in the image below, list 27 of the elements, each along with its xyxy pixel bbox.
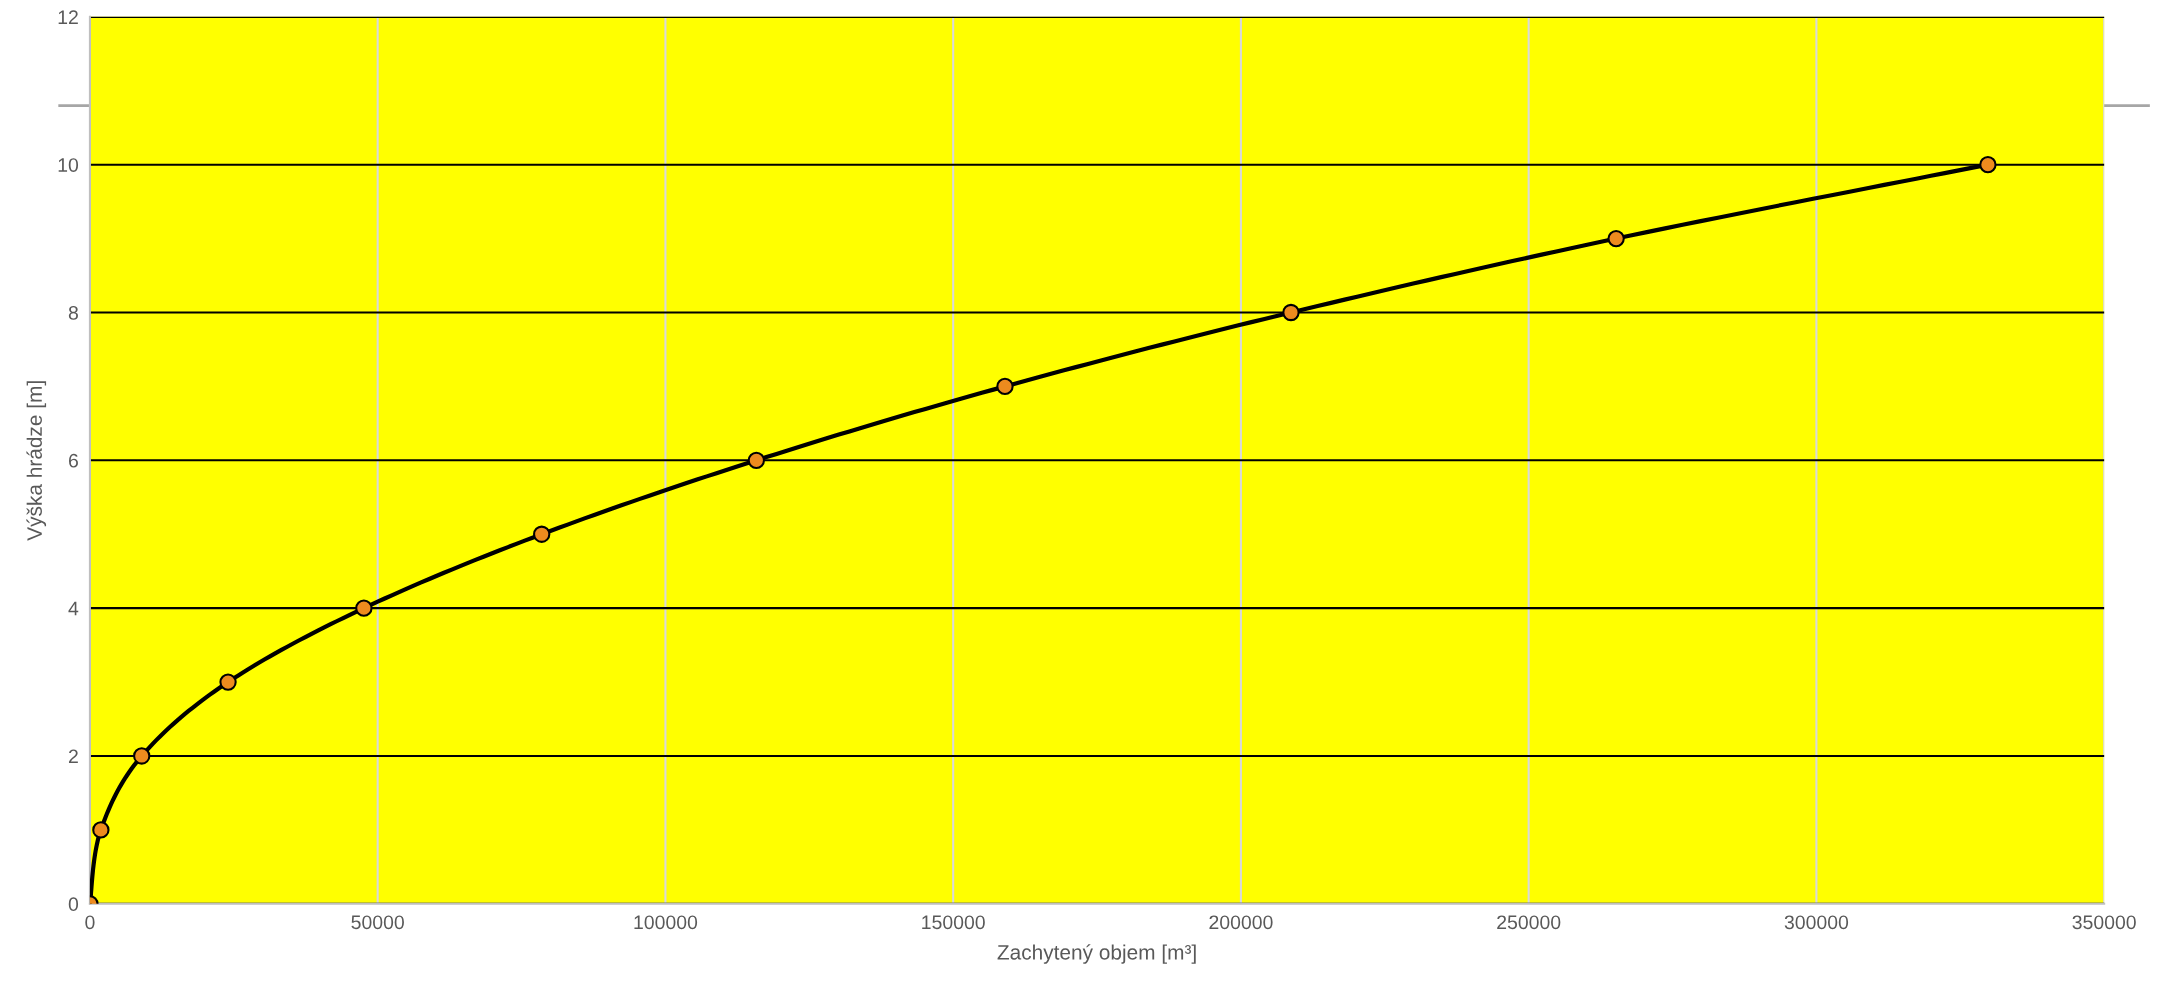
x-tick-label: 200000 [1209,915,1273,930]
x-tick-label: 0 [85,915,95,930]
point [747,451,766,469]
point [133,747,151,765]
x-tick-label: 150000 [922,915,985,930]
point [996,377,1014,396]
point [1979,155,1997,174]
point [1282,303,1300,322]
y-tick-label: 4 [68,601,79,616]
y-tick-label: 10 [58,158,79,172]
point [533,525,551,543]
x-tick-label: 100000 [634,915,698,930]
y-tick-label: 6 [68,453,78,468]
x-tick-label: 300000 [1784,915,1849,930]
x-tick-label: 350000 [2072,915,2136,930]
point [92,821,110,839]
point [1607,229,1625,248]
y-axis-title: Výška hrádze [m] [26,381,47,541]
x-tick-label: 250000 [1497,915,1561,930]
x-axis-title: Zachytený objem [m³] [997,944,1196,964]
y-tick-label: 2 [68,749,78,764]
y-tick-label: 8 [68,305,78,320]
point [355,599,373,617]
y-tick-label: 0 [68,897,79,912]
y-tick-label: 12 [58,10,78,24]
x-tick-label: 50000 [351,915,404,930]
point [219,673,237,691]
